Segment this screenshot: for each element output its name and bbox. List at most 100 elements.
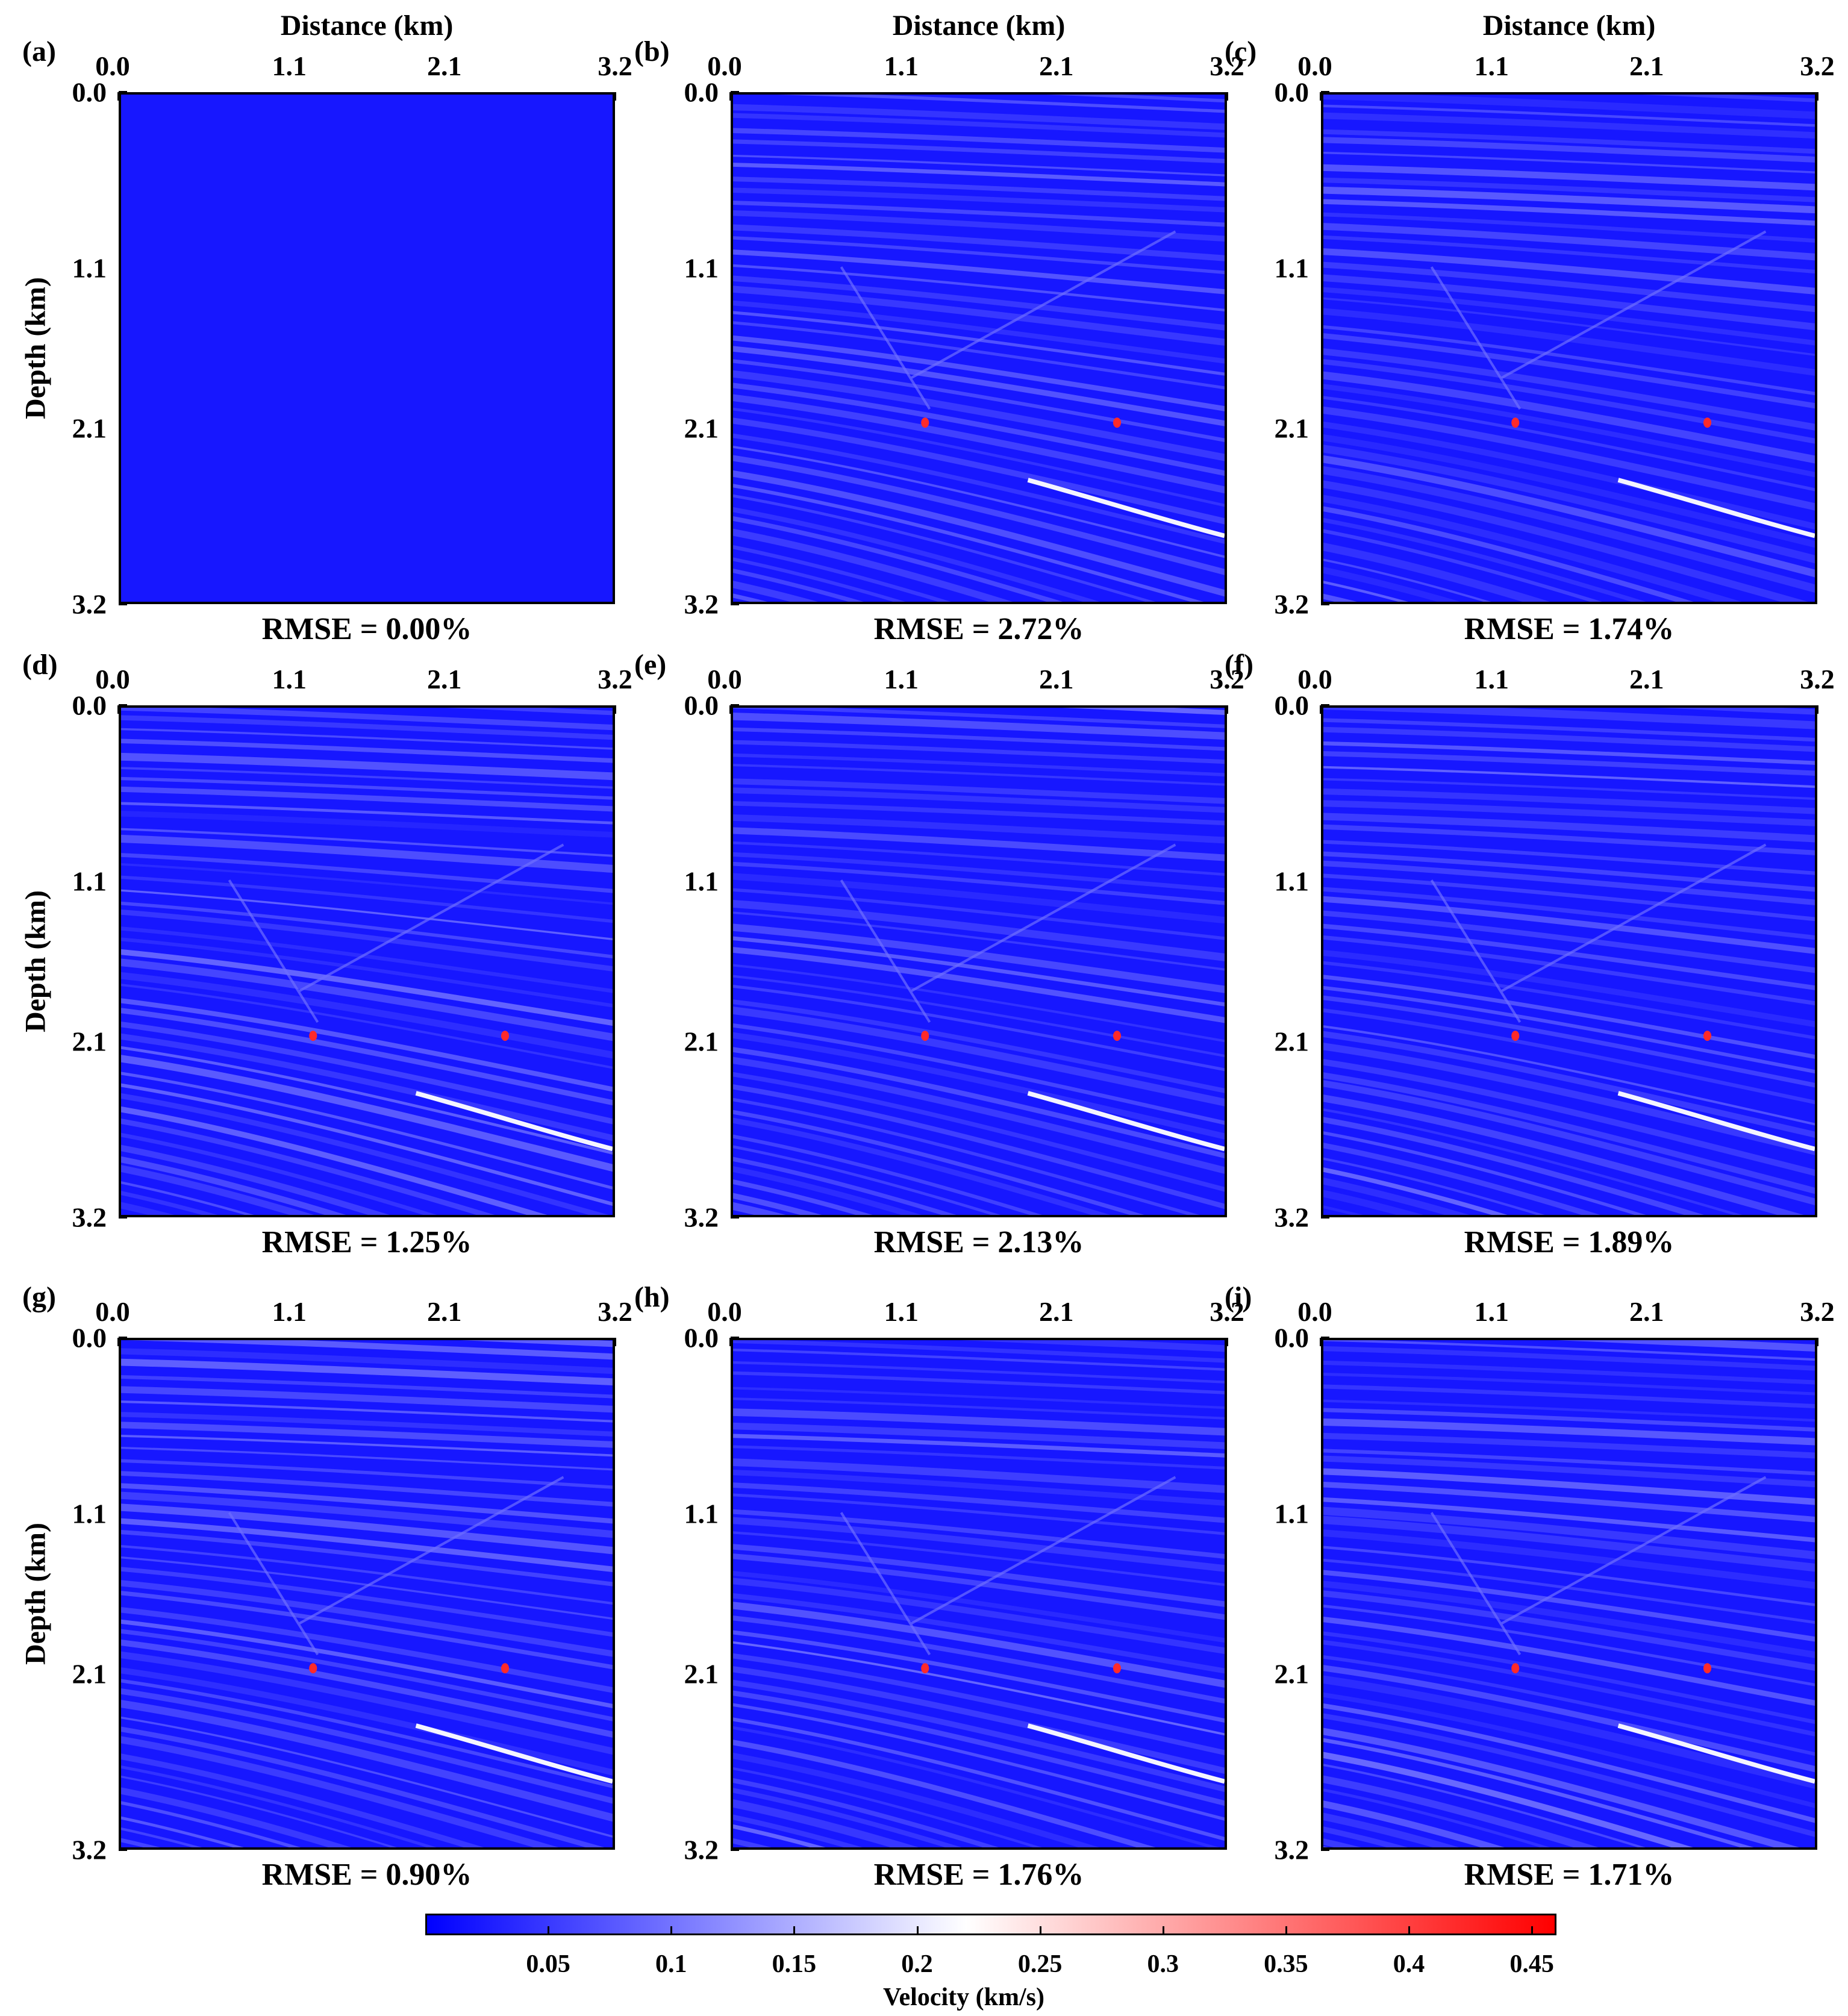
layer-stripe xyxy=(121,1816,244,1847)
layer-stripe xyxy=(460,1340,613,1347)
y-tick-label: 1.1 xyxy=(684,1498,719,1529)
x-tick-mark xyxy=(1816,705,1818,714)
y-axis-label: Depth (km) xyxy=(19,1523,52,1665)
bright-reflector xyxy=(1027,1723,1225,1784)
layer-stripe xyxy=(733,1593,1225,1674)
layer-stripe xyxy=(733,163,1225,187)
layer-stripe xyxy=(733,923,1225,993)
layer-stripe xyxy=(125,1340,613,1360)
diffractor-point xyxy=(501,1031,510,1041)
layer-stripe xyxy=(1046,95,1225,103)
diffractor-point xyxy=(1511,417,1520,428)
layer-stripe xyxy=(1323,1399,1815,1422)
layer-stripe xyxy=(733,1799,919,1847)
colorbar-tick-mark xyxy=(1408,1926,1411,1935)
layer-stripe xyxy=(733,740,1225,764)
x-tick-mark xyxy=(1816,1338,1818,1346)
colorbar-tick-label: 0.3 xyxy=(1147,1950,1179,1978)
layer-stripe xyxy=(1323,1072,1815,1194)
y-tick-label: 3.2 xyxy=(1274,1834,1310,1865)
x-tick-label: 0.0 xyxy=(1297,1296,1332,1327)
heatmap-image xyxy=(121,1340,613,1847)
heatmap-image xyxy=(733,95,1225,602)
x-tick-label: 0.0 xyxy=(1297,51,1332,81)
layer-stripe xyxy=(733,394,1225,494)
diffractor-point xyxy=(921,1031,929,1041)
layer-stripe xyxy=(1642,95,1815,102)
layer-stripe xyxy=(121,752,613,781)
layer-stripe xyxy=(1323,1455,1815,1488)
layer-stripe xyxy=(1323,1131,1646,1215)
layer-stripe xyxy=(1323,1346,1815,1371)
layer-stripe xyxy=(733,1615,1225,1704)
layer-stripe xyxy=(1323,466,1815,593)
colorbar-tick-mark xyxy=(1039,1926,1041,1935)
layer-stripe xyxy=(1323,1703,1815,1823)
diffractor-point xyxy=(1511,1663,1520,1674)
y-tick-label: 3.2 xyxy=(684,1834,719,1865)
layer-stripe xyxy=(733,787,1225,813)
layer-stripe xyxy=(1323,151,1815,173)
layer-stripe xyxy=(733,1361,1225,1384)
layer-stripe xyxy=(733,1578,1225,1655)
layer-stripe xyxy=(733,249,1225,295)
rmse-caption: RMSE = 1.76% xyxy=(873,1858,1084,1892)
colorbar-tick-label: 0.15 xyxy=(772,1950,817,1978)
colorbar-tick-mark xyxy=(1162,1926,1164,1935)
layer-stripe xyxy=(121,926,613,993)
layer-stripe xyxy=(1657,708,1815,715)
layer-stripe xyxy=(733,1531,1225,1587)
layer-stripe xyxy=(733,1717,1225,1841)
layer-stripe xyxy=(121,1132,437,1215)
layer-stripe xyxy=(121,889,613,940)
bright-reflector xyxy=(1027,478,1225,538)
diffractor-point xyxy=(1511,1031,1520,1041)
layer-stripe xyxy=(1323,788,1815,814)
layer-stripe xyxy=(1323,1340,1815,1361)
layer-stripe xyxy=(1323,1788,1550,1847)
bright-reflector xyxy=(415,1091,613,1152)
layer-stripe xyxy=(1323,1655,1815,1756)
layer-stripe xyxy=(121,901,613,959)
x-tick-label: 3.2 xyxy=(1210,1296,1244,1327)
x-tick-label: 2.1 xyxy=(427,1296,462,1327)
layer-stripe xyxy=(733,947,1225,1023)
y-tick-label: 0.0 xyxy=(684,76,719,108)
x-tick-label: 2.1 xyxy=(1039,1296,1074,1327)
layer-stripe xyxy=(121,708,613,731)
layer-stripe xyxy=(121,1144,390,1215)
layer-stripe xyxy=(733,346,1225,426)
layer-stripe xyxy=(121,1421,613,1448)
layer-stripe xyxy=(733,286,1225,346)
layer-stripe xyxy=(1323,1108,1743,1215)
layer-stripe xyxy=(1323,558,1491,602)
y-tick-label: 3.2 xyxy=(72,588,107,620)
layer-stripe xyxy=(733,359,1225,442)
layer-stripe xyxy=(733,1653,1225,1756)
layer-stripe xyxy=(1323,1640,1815,1737)
layer-stripe xyxy=(1323,1384,1815,1408)
layer-stripe xyxy=(121,1787,352,1847)
y-tick-mark xyxy=(731,1216,739,1219)
layer-stripe xyxy=(733,264,1225,312)
layer-stripe xyxy=(1323,975,1815,1059)
x-tick-label: 0.0 xyxy=(707,51,742,81)
layer-stripe xyxy=(733,778,1225,804)
layer-stripe xyxy=(121,1400,613,1423)
colorbar-tick-mark xyxy=(670,1926,673,1935)
layer-stripe xyxy=(1323,1497,1815,1543)
layer-stripe xyxy=(1323,851,1815,892)
layer-stripe xyxy=(121,1639,613,1738)
layer-stripe xyxy=(121,1033,613,1141)
x-tick-label: 0.0 xyxy=(1297,664,1332,694)
y-tick-mark xyxy=(119,603,127,605)
x-tick-label: 1.1 xyxy=(884,664,919,694)
colorbar-tick-label: 0.4 xyxy=(1393,1950,1425,1978)
layer-stripe xyxy=(1323,1506,1815,1559)
layer-stripe xyxy=(1323,517,1646,602)
diffractor-point xyxy=(1703,1031,1712,1041)
layer-stripe xyxy=(733,964,1225,1043)
layer-stripe xyxy=(733,1767,1042,1847)
layer-stripe xyxy=(733,936,1225,1006)
layer-stripe xyxy=(733,528,1013,602)
